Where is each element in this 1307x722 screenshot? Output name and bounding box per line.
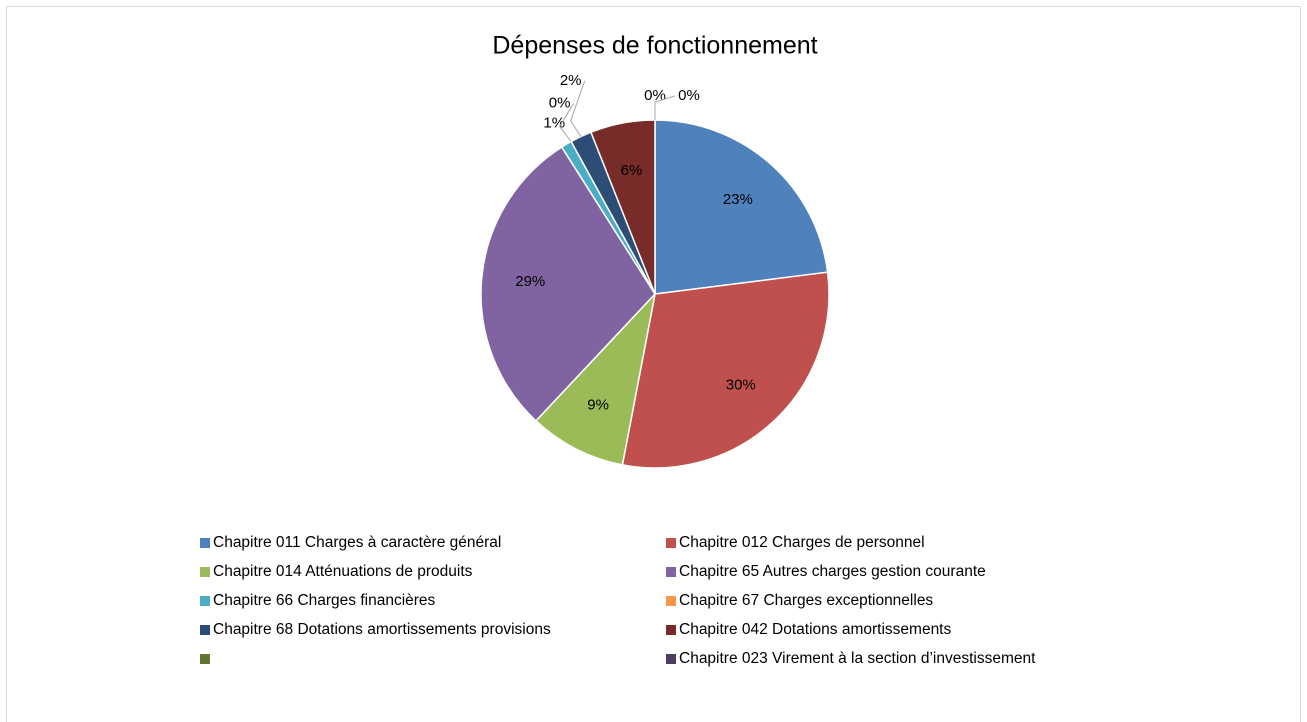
legend-label: Chapitre 68 Dotations amortissements pro…: [213, 621, 551, 638]
legend-swatch: [200, 596, 210, 606]
legend-label: Chapitre 023 Virement à la section d’inv…: [679, 650, 1036, 667]
data-label: 2%: [560, 72, 582, 89]
data-label: 6%: [621, 162, 643, 179]
legend-swatch: [200, 567, 210, 577]
legend-swatch: [200, 625, 210, 635]
legend-swatch: [200, 538, 210, 548]
pie-slice: [534, 291, 657, 466]
legend-swatch: [666, 625, 676, 635]
pie-slice: [480, 146, 656, 422]
pie-slice: [589, 119, 656, 295]
legend-label: Chapitre 014 Atténuations de produits: [213, 563, 473, 580]
legend-label: Chapitre 042 Dotations amortissements: [679, 621, 951, 638]
legend-swatch: [666, 567, 676, 577]
legend-swatch: [200, 654, 210, 664]
pie-slice: [621, 271, 830, 469]
legend-label: Chapitre 012 Charges de personnel: [679, 534, 925, 551]
pie-slice: [654, 119, 829, 295]
data-label: 9%: [587, 397, 609, 414]
legend-label: Chapitre 011 Charges à caractère général: [213, 534, 501, 551]
leader-line: [654, 95, 676, 120]
legend-label: Chapitre 67 Charges exceptionnelles: [679, 592, 933, 609]
legend-swatch: [666, 538, 676, 548]
legend-swatch: [666, 596, 676, 606]
data-label: 0%: [644, 87, 666, 104]
leader-line: [570, 80, 586, 137]
legend-label: Chapitre 66 Charges financières: [213, 592, 436, 609]
data-label: 30%: [726, 376, 756, 393]
data-label: 29%: [515, 273, 545, 290]
data-label: 0%: [549, 94, 571, 111]
data-label: 23%: [723, 191, 753, 208]
leader-line: [559, 103, 575, 142]
legend-label: Chapitre 65 Autres charges gestion coura…: [679, 563, 986, 580]
chart-title: Dépenses de fonctionnement: [492, 32, 817, 60]
data-label: 0%: [678, 87, 700, 104]
legend-swatch: [666, 654, 676, 664]
